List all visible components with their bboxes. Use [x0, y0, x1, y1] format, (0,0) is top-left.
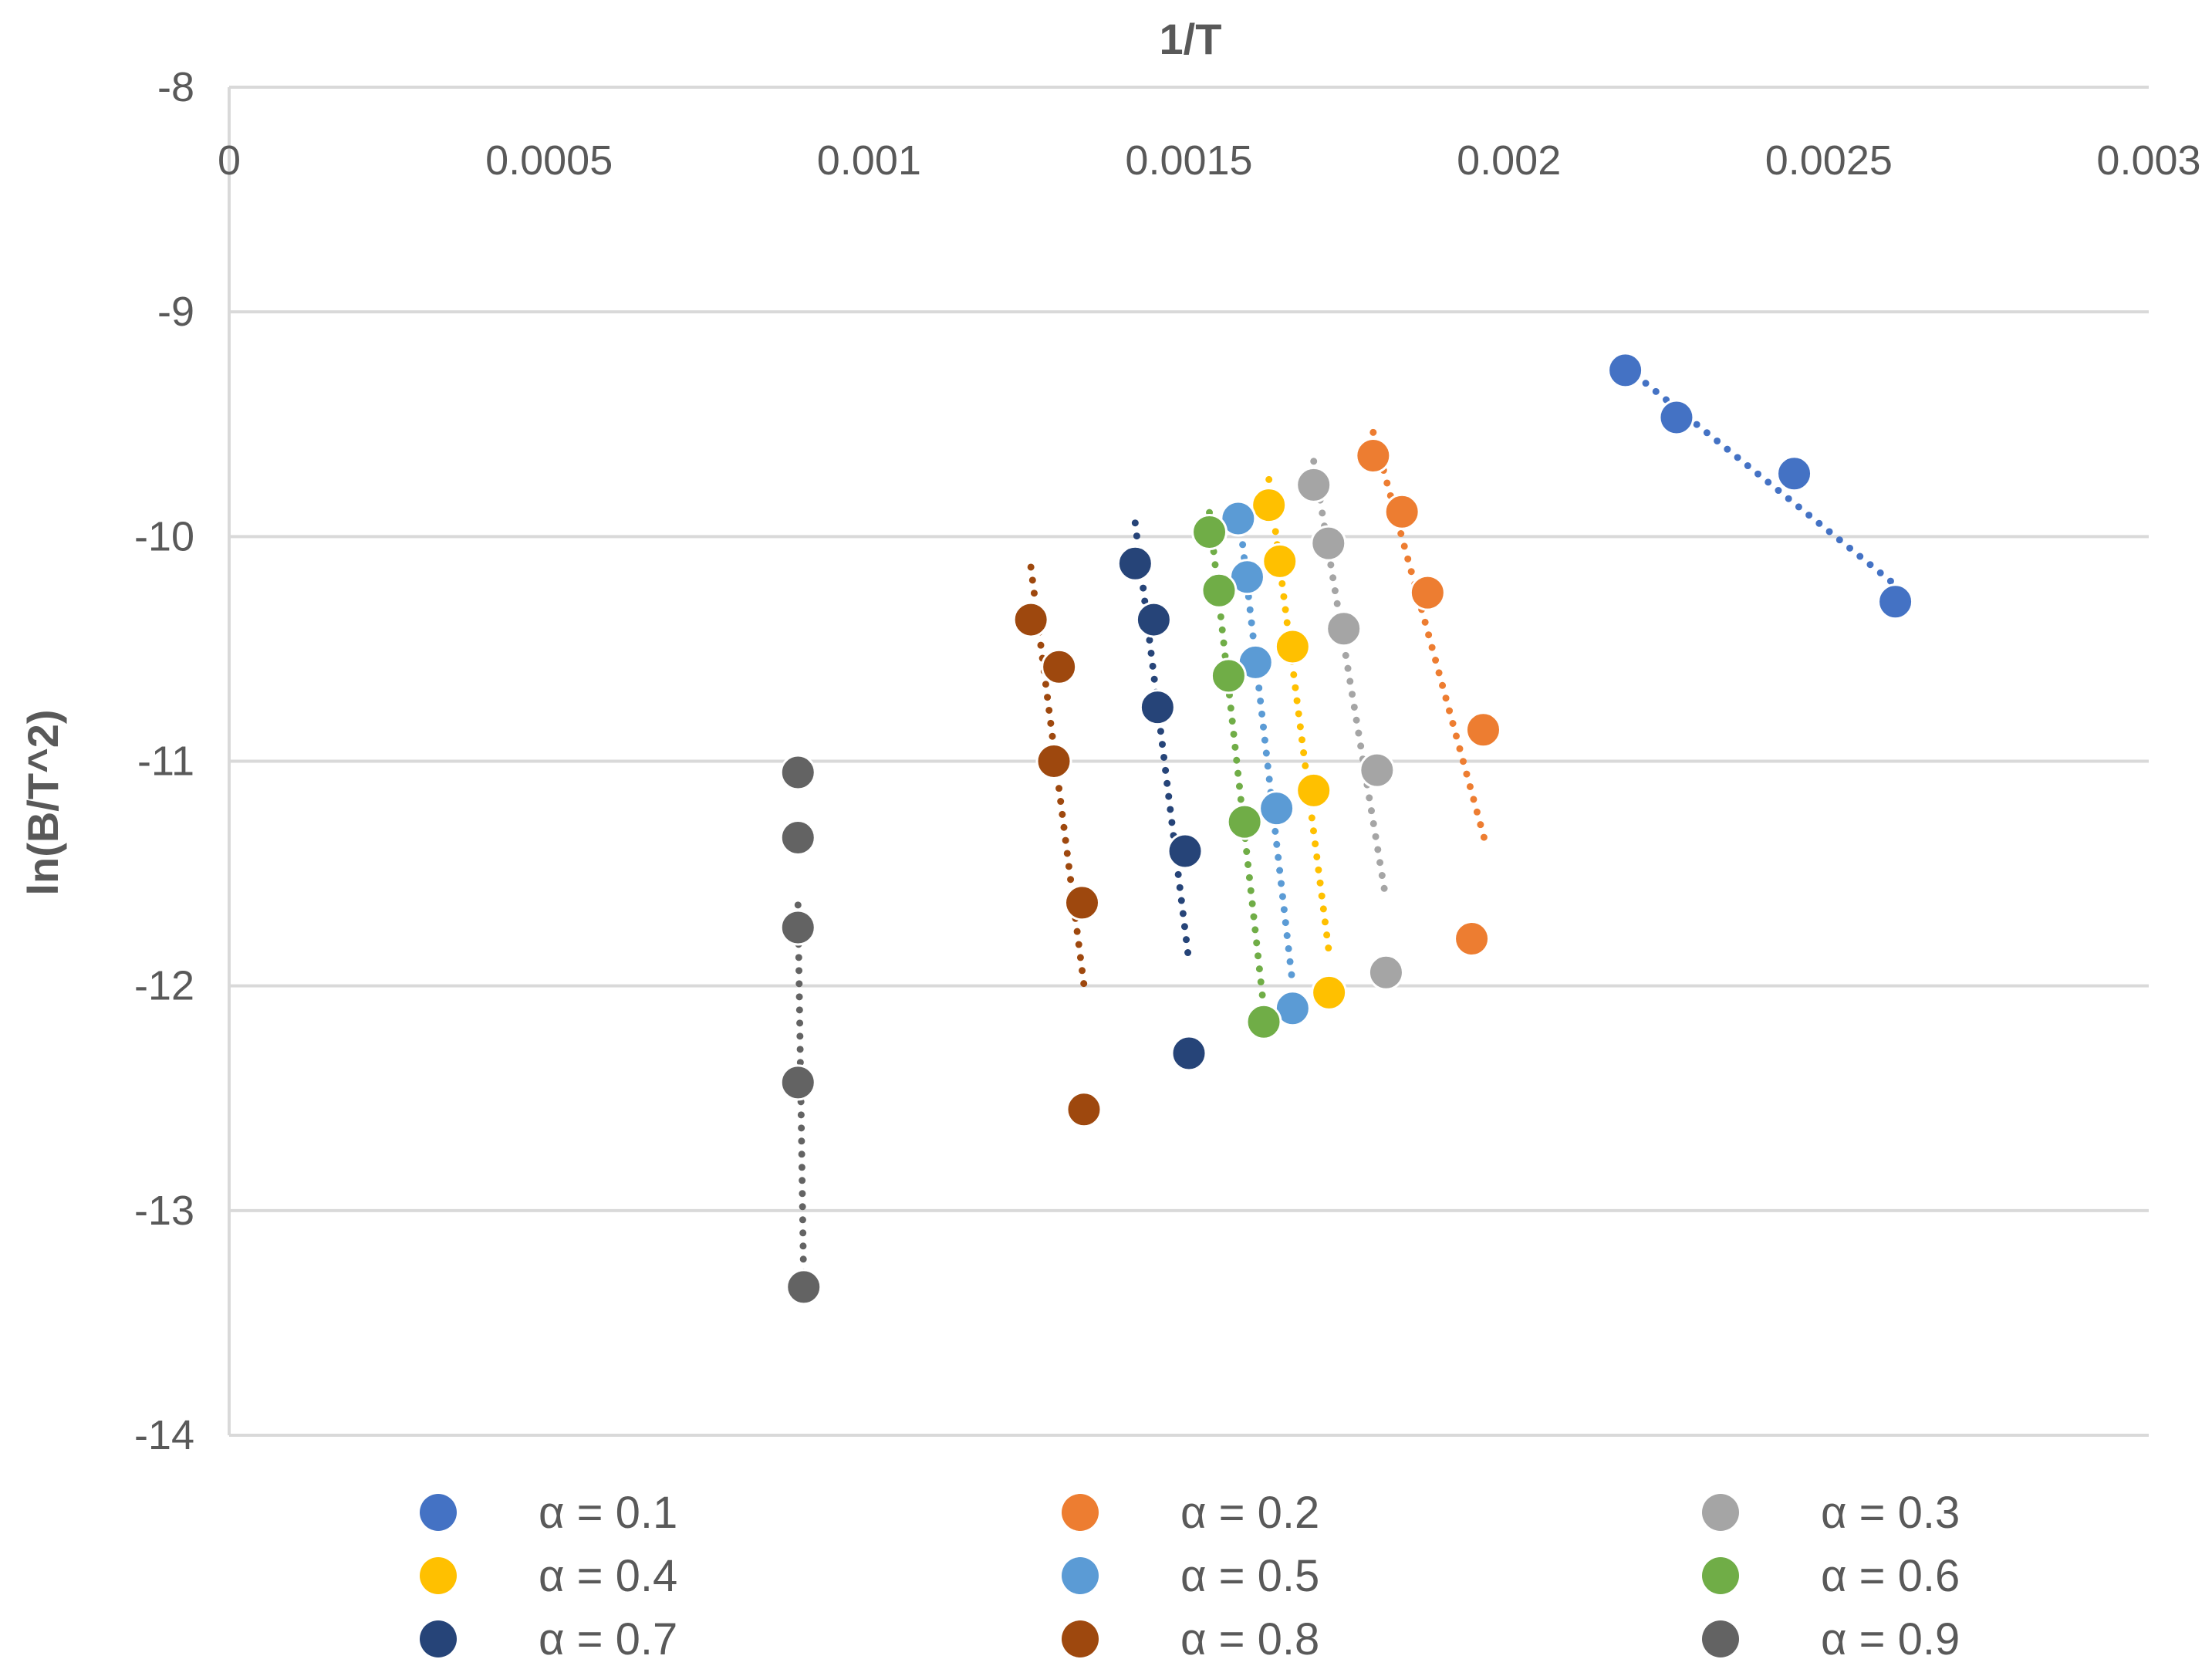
x-tick-label: 0.0005 [485, 137, 613, 184]
y-tick-label: -8 [157, 64, 194, 110]
legend-label: α = 0.3 [1821, 1488, 1960, 1538]
legend-marker [420, 1557, 457, 1594]
legend-marker [1702, 1494, 1739, 1531]
data-point-series-9 [779, 819, 816, 856]
data-point-series-2 [1464, 711, 1501, 748]
data-point-series-9 [779, 754, 816, 791]
legend-item[interactable]: α = 0.1 [420, 1488, 677, 1538]
tick-labels: -8 -9 -10 -11 -12 -13 -14 0 0.0005 0.001 0.0015 0.0… [134, 64, 2201, 1458]
data-point-series-1 [1776, 455, 1813, 492]
data-point-series-3 [1295, 466, 1332, 503]
data-point-series-4 [1251, 487, 1288, 524]
data-point-series-4 [1295, 772, 1332, 809]
data-point-series-6 [1191, 514, 1228, 551]
data-points [779, 352, 1914, 1306]
y-tick-label: -10 [134, 513, 194, 559]
data-point-series-9 [779, 909, 816, 946]
legend-label: α = 0.1 [539, 1488, 677, 1538]
y-axis-title: ln(B/T^2) [19, 709, 67, 895]
data-point-series-1 [1607, 352, 1644, 389]
data-point-series-7 [1116, 545, 1153, 582]
trendline-series-6 [1206, 509, 1268, 1012]
trendline-series-7 [1131, 519, 1193, 965]
legend-marker [1062, 1620, 1099, 1657]
data-point-series-8 [1035, 743, 1072, 779]
legend-item[interactable]: α = 0.6 [1702, 1551, 1960, 1601]
legend-marker [420, 1620, 457, 1657]
y-tick-label: -13 [134, 1188, 194, 1234]
trendline-series-1 [1622, 363, 1900, 589]
data-point-series-4 [1274, 628, 1311, 665]
trendline-series-3 [1310, 458, 1390, 903]
legend[interactable]: α = 0.1 α = 0.2 α = 0.3 α = 0.4 α = 0.5 α = 0… [420, 1488, 1960, 1664]
data-point-series-6 [1210, 657, 1247, 694]
x-tick-label: 0.0015 [1125, 137, 1252, 184]
data-point-series-7 [1139, 689, 1176, 726]
x-tick-label: 0.003 [2096, 137, 2200, 184]
data-point-series-2 [1454, 921, 1491, 958]
data-point-series-3 [1359, 752, 1396, 789]
data-point-series-2 [1409, 574, 1446, 611]
data-point-series-8 [1065, 1091, 1103, 1128]
legend-item[interactable]: α = 0.5 [1062, 1551, 1319, 1601]
data-point-series-3 [1367, 954, 1404, 991]
x-tick-label: 0.0025 [1765, 137, 1893, 184]
legend-marker [1702, 1557, 1739, 1594]
legend-item[interactable]: α = 0.7 [420, 1614, 677, 1664]
data-point-series-3 [1326, 610, 1363, 647]
data-point-series-2 [1383, 493, 1420, 530]
legend-marker [1062, 1557, 1099, 1594]
data-point-series-8 [1041, 648, 1078, 685]
legend-label: α = 0.7 [539, 1614, 677, 1664]
legend-marker [1702, 1620, 1739, 1657]
legend-item[interactable]: α = 0.4 [420, 1551, 677, 1601]
x-tick-label: 0.002 [1457, 137, 1561, 184]
legend-label: α = 0.8 [1180, 1614, 1319, 1664]
data-point-series-6 [1245, 1003, 1282, 1040]
legend-marker [1062, 1494, 1099, 1531]
x-tick-label: 0.001 [817, 137, 921, 184]
data-point-series-8 [1012, 601, 1049, 638]
y-tick-label: -9 [157, 289, 194, 335]
gridlines [229, 86, 2149, 1212]
data-point-series-1 [1658, 399, 1695, 436]
legend-item[interactable]: α = 0.3 [1702, 1488, 1960, 1538]
data-point-series-9 [779, 1064, 816, 1101]
legend-label: α = 0.5 [1180, 1551, 1319, 1601]
data-point-series-1 [1877, 583, 1914, 620]
axes [228, 87, 2149, 1437]
y-tick-label: -12 [134, 963, 194, 1009]
legend-marker [420, 1494, 457, 1531]
legend-label: α = 0.4 [539, 1551, 677, 1601]
x-axis-title: 1/T [1160, 15, 1222, 63]
data-point-series-2 [1355, 438, 1392, 475]
legend-item[interactable]: α = 0.8 [1062, 1614, 1319, 1664]
legend-label: α = 0.9 [1821, 1614, 1960, 1664]
data-point-series-6 [1226, 803, 1263, 840]
legend-item[interactable]: α = 0.9 [1702, 1614, 1960, 1664]
trendline-series-2 [1369, 428, 1489, 846]
y-tick-label: -11 [137, 738, 194, 785]
data-point-series-9 [785, 1269, 822, 1306]
y-tick-label: -14 [134, 1412, 194, 1458]
trendlines [794, 363, 1900, 1291]
data-point-series-4 [1261, 542, 1298, 580]
legend-item[interactable]: α = 0.2 [1062, 1488, 1319, 1538]
data-point-series-4 [1311, 974, 1348, 1011]
legend-label: α = 0.2 [1180, 1488, 1319, 1538]
data-point-series-3 [1310, 525, 1347, 562]
data-point-series-7 [1170, 1035, 1207, 1072]
data-point-series-8 [1064, 884, 1101, 921]
x-tick-label: 0 [218, 137, 241, 184]
data-point-series-6 [1201, 572, 1238, 609]
legend-label: α = 0.6 [1821, 1551, 1960, 1601]
data-point-series-5 [1258, 790, 1295, 827]
data-point-series-7 [1135, 601, 1172, 638]
data-point-series-7 [1167, 833, 1204, 870]
trendline-series-9 [794, 901, 808, 1291]
